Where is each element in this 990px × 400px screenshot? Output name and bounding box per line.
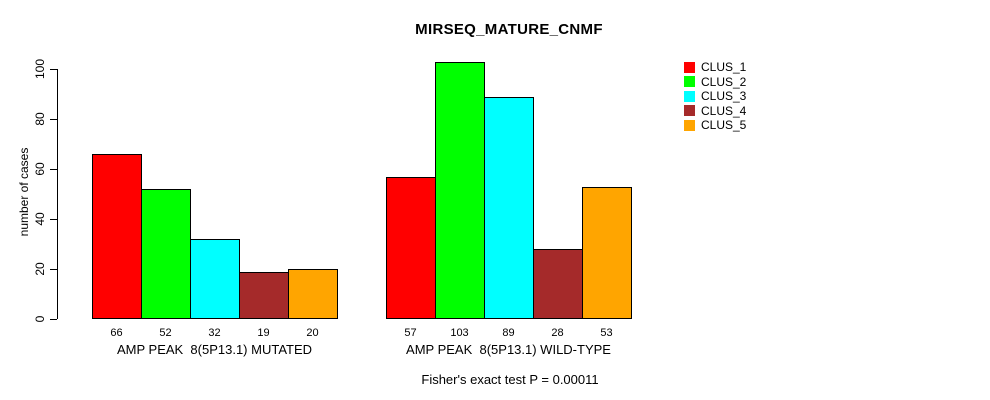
bar xyxy=(484,96,534,319)
bar-value-label: 52 xyxy=(159,327,172,339)
y-tick-label: 60 xyxy=(33,162,47,176)
bar-value-label: 19 xyxy=(257,327,270,339)
y-axis-tick xyxy=(50,219,57,220)
y-tick-label: 80 xyxy=(33,112,47,126)
bar-value-label: 53 xyxy=(600,327,613,339)
legend-swatch-icon xyxy=(684,61,695,73)
y-tick-label: 40 xyxy=(33,212,47,226)
legend-label: CLUS_3 xyxy=(701,89,747,104)
legend-swatch-icon xyxy=(684,119,695,131)
bar xyxy=(288,269,338,319)
bar-value-label: 20 xyxy=(306,327,319,339)
y-tick-label: 20 xyxy=(33,262,47,276)
bar xyxy=(141,189,191,319)
annotation-text: Fisher's exact test P = 0.00011 xyxy=(421,372,599,387)
y-axis-tick xyxy=(50,319,57,320)
bar xyxy=(386,176,436,319)
y-axis-line xyxy=(57,69,58,319)
bar xyxy=(533,249,583,319)
y-tick-label: 100 xyxy=(33,58,47,80)
bar-value-label: 89 xyxy=(502,327,515,339)
bar-value-label: 57 xyxy=(404,327,417,339)
y-axis-tick xyxy=(50,119,57,120)
legend-label: CLUS_1 xyxy=(701,60,747,74)
chart-title: MIRSEQ_MATURE_CNMF xyxy=(415,21,603,38)
legend-label: CLUS_4 xyxy=(701,103,747,118)
bar xyxy=(435,61,485,319)
group-label: AMP PEAK 8(5P13.1) MUTATED xyxy=(116,342,313,357)
bar xyxy=(92,154,142,319)
y-tick-label: 0 xyxy=(33,315,47,323)
bar xyxy=(190,239,240,319)
y-axis-tick xyxy=(50,269,57,270)
bar-value-label: 32 xyxy=(208,327,221,339)
legend-swatch-icon xyxy=(684,90,695,102)
group-label: AMP PEAK 8(5P13.1) WILD-TYPE xyxy=(406,342,611,357)
legend-swatch-icon xyxy=(684,76,695,88)
legend-label: CLUS_2 xyxy=(701,74,747,89)
bar-value-label: 103 xyxy=(450,327,469,339)
bar xyxy=(239,271,289,319)
legend-label: CLUS_5 xyxy=(701,118,747,133)
y-axis-tick xyxy=(50,169,57,170)
bar xyxy=(582,186,632,319)
legend-swatch-icon xyxy=(684,105,695,117)
y-axis-label: number of cases xyxy=(17,147,31,237)
y-axis-tick xyxy=(50,69,57,70)
bar-value-label: 66 xyxy=(110,327,123,339)
bar-value-label: 28 xyxy=(551,327,564,339)
